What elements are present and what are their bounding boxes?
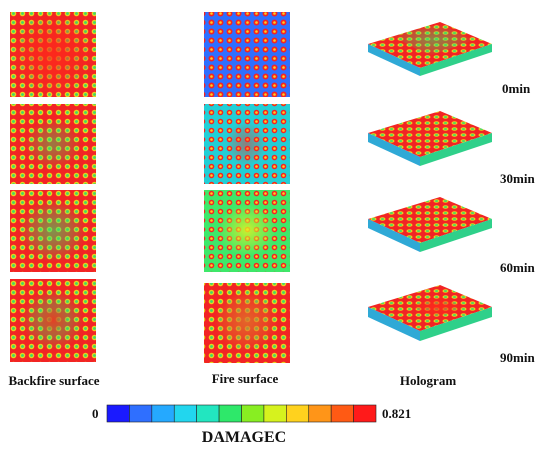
legend-swatch <box>129 404 153 423</box>
legend-swatch <box>286 404 310 423</box>
hologram-panel-60min <box>368 197 492 252</box>
legend-swatch <box>263 404 287 423</box>
time-label-30min: 30min <box>500 171 535 186</box>
column-label-backfire: Backfire surface <box>8 373 99 388</box>
column-label-fire: Fire surface <box>212 371 279 386</box>
backfire-panel-0min <box>10 12 96 97</box>
legend-swatch <box>151 404 175 423</box>
legend-swatch <box>196 404 220 423</box>
fire-panel-0min <box>204 12 290 97</box>
column-label-hologram: Hologram <box>400 373 456 388</box>
legend-max-label: 0.821 <box>382 406 411 421</box>
legend-swatch <box>308 404 332 423</box>
fire-panel-30min <box>204 104 290 184</box>
legend-colorbar <box>106 404 377 423</box>
legend-swatch <box>330 404 354 423</box>
legend-title: DAMAGEC <box>202 429 286 446</box>
backfire-panel-30min <box>10 104 96 184</box>
hologram-panel-30min <box>368 111 492 166</box>
backfire-panel-90min <box>10 279 96 362</box>
backfire-panel-60min <box>10 190 96 272</box>
time-label-0min: 0min <box>502 81 531 96</box>
legend-swatch <box>353 404 377 423</box>
legend-swatch <box>241 404 265 423</box>
legend-swatch <box>173 404 197 423</box>
fire-panel-90min <box>204 283 290 363</box>
hologram-panel-90min <box>368 285 492 341</box>
time-label-90min: 90min <box>500 350 535 365</box>
hologram-panel-0min <box>368 22 492 76</box>
time-label-60min: 60min <box>500 260 535 275</box>
legend-min-label: 0 <box>92 406 99 421</box>
legend-swatch <box>106 404 130 423</box>
fire-panel-60min <box>204 190 290 272</box>
legend-swatch <box>218 404 242 423</box>
